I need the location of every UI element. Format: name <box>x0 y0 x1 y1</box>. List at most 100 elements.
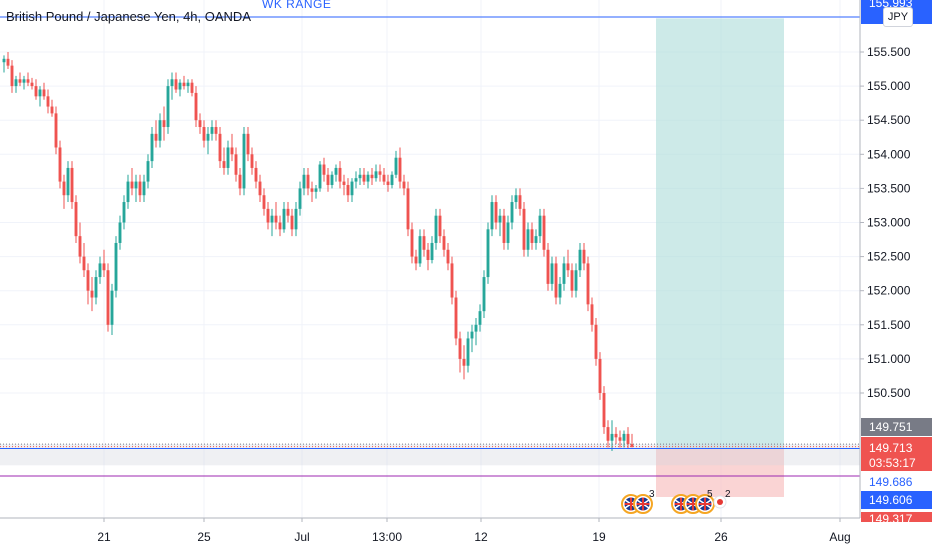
time-axis[interactable]: 21 25 Jul 13:00 12 19 26 Aug <box>0 517 860 544</box>
uk-flag-icon[interactable] <box>695 494 715 514</box>
candle-body <box>406 188 410 230</box>
candle-body <box>182 82 186 87</box>
candle-body <box>118 222 122 243</box>
events[interactable]: 3 5 2 <box>621 489 731 514</box>
price-label-grey-bg <box>861 418 932 436</box>
candle-body <box>250 154 254 168</box>
candle-body <box>178 82 182 90</box>
candle-body <box>542 215 546 250</box>
candle-body <box>90 290 94 298</box>
candle-body <box>190 82 194 93</box>
candle-body <box>14 79 18 87</box>
candle-body <box>610 433 614 441</box>
candle-body <box>310 188 314 192</box>
candle-body <box>398 157 402 182</box>
candle-body <box>330 174 334 185</box>
candle-body <box>258 181 262 196</box>
candle-body <box>370 174 374 179</box>
candle-body <box>434 215 438 243</box>
wk-range-label: WK RANGE <box>262 0 332 11</box>
x-tick-label: 19 <box>592 530 606 544</box>
candle-body <box>42 89 46 97</box>
candle-body <box>302 174 306 189</box>
candle-body <box>214 127 218 134</box>
candle-body <box>142 181 146 196</box>
candle-body <box>322 164 326 175</box>
x-tick-label: Jul <box>294 530 309 544</box>
y-tick-label: 151.000 <box>867 352 911 366</box>
red-dot-icon[interactable] <box>713 495 727 509</box>
candle-body <box>574 270 578 291</box>
candle-body <box>474 324 478 332</box>
candle-body <box>630 444 634 447</box>
x-tick-label: 25 <box>197 530 211 544</box>
candle-body <box>326 174 330 185</box>
candle-body <box>86 270 90 291</box>
candle-body <box>98 263 102 278</box>
y-tick-label: 152.000 <box>867 284 911 298</box>
candle-body <box>470 331 474 339</box>
candle-body <box>150 133 154 162</box>
candle-body <box>254 167 258 182</box>
candle-body <box>586 263 590 305</box>
candle-body <box>242 133 246 189</box>
candle-body <box>430 242 434 261</box>
candle-body <box>294 208 298 230</box>
event-count: 2 <box>725 489 731 500</box>
candle-body <box>466 338 470 366</box>
candle-body <box>478 311 482 325</box>
candle-body <box>394 157 398 175</box>
candle-body <box>558 283 562 298</box>
candle-body <box>362 174 366 182</box>
candle-body <box>170 79 174 87</box>
candle-body <box>290 215 294 230</box>
candle-body <box>102 263 106 271</box>
position-zones <box>0 18 860 497</box>
candle-body <box>134 181 138 189</box>
candle-body <box>210 127 214 134</box>
candle-body <box>502 215 506 243</box>
candle-body <box>262 195 266 209</box>
y-tick-label: 152.500 <box>867 250 911 264</box>
candle-body <box>154 133 158 141</box>
candle-body <box>122 202 126 223</box>
candle-body <box>278 222 282 230</box>
candle-body <box>246 133 250 155</box>
candle-body <box>602 393 606 428</box>
candle-body <box>506 222 510 243</box>
candle-body <box>62 181 66 196</box>
candle-body <box>54 113 58 148</box>
candle-body <box>166 86 170 128</box>
candle-body <box>198 120 202 128</box>
candle-body <box>422 236 426 250</box>
candle-body <box>110 290 114 325</box>
candle-body <box>550 263 554 284</box>
candle-body <box>410 229 414 257</box>
candle-body <box>522 208 526 250</box>
candle-body <box>618 437 622 441</box>
uk-flag-icon[interactable] <box>633 494 653 514</box>
candle-body <box>234 154 238 175</box>
y-tick-label: 154.500 <box>867 113 911 127</box>
currency-button[interactable]: JPY <box>883 7 913 27</box>
candle-body <box>74 202 78 237</box>
y-tick-label: 150.500 <box>867 386 911 400</box>
candle-body <box>70 167 74 203</box>
candle-body <box>606 427 610 441</box>
candle-body <box>510 202 514 223</box>
candle-body <box>10 65 14 87</box>
candle-body <box>486 229 490 278</box>
candle-body <box>446 249 450 264</box>
candle-body <box>230 147 234 155</box>
y-tick-label: 151.500 <box>867 318 911 332</box>
candle-body <box>222 161 226 168</box>
price-label-blue-bg <box>861 491 932 509</box>
candle-body <box>378 171 382 175</box>
y-tick-label: 153.000 <box>867 216 911 230</box>
candle-body <box>566 263 570 271</box>
candle-body <box>554 263 558 298</box>
candle-body <box>598 358 602 393</box>
y-tick-label: 154.000 <box>867 147 911 161</box>
candle-body <box>386 181 390 185</box>
